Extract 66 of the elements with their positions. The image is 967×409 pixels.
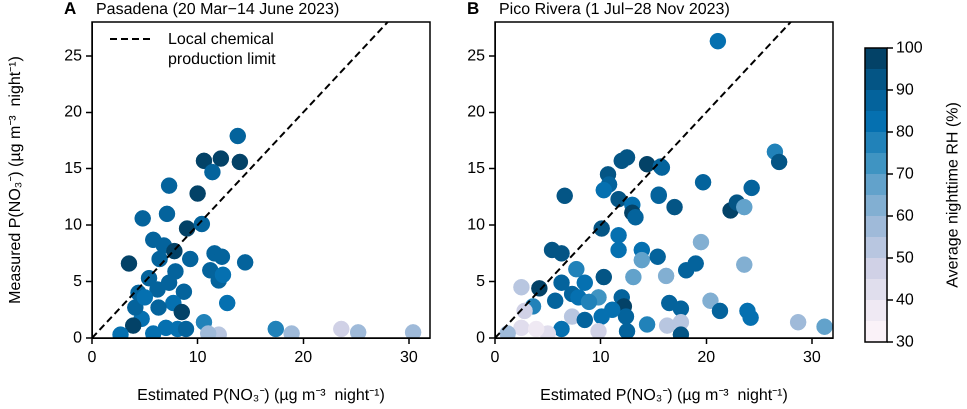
y-tick-label: 5 <box>73 272 82 290</box>
x-tick-label: 10 <box>592 349 610 366</box>
chart-title: Pico Rivera (1 Jul−28 Nov 2023) <box>499 1 730 18</box>
point <box>182 250 198 268</box>
point <box>218 294 236 312</box>
x-tick-label: 0 <box>88 349 97 366</box>
point <box>127 299 144 316</box>
x-axis-title: Estimated P(NO₃⁻) (µg m⁻³ night⁻¹) <box>540 386 788 404</box>
point <box>150 299 167 316</box>
point <box>196 152 212 170</box>
legend-label: Local chemical production limit <box>168 31 276 68</box>
y-tick-label: 10 <box>467 216 486 234</box>
y-tick-label: 25 <box>467 47 486 64</box>
point <box>160 274 178 291</box>
color-bar-label: 50 <box>896 249 914 266</box>
color-bar-label: 30 <box>896 333 914 350</box>
x-tick-label: 20 <box>697 349 716 366</box>
point <box>214 266 232 284</box>
x-tick-label: 30 <box>802 349 821 366</box>
y-tick-label: 0 <box>476 329 486 346</box>
point <box>120 255 138 272</box>
point <box>158 206 176 222</box>
y-axis-title: Measured P(NO₃⁻) (µg m⁻³ night⁻¹) <box>7 56 24 304</box>
y-tick-label: 5 <box>476 272 486 290</box>
point <box>333 320 350 338</box>
y-tick-label: 15 <box>64 160 82 178</box>
y-tick-label: 20 <box>467 104 486 121</box>
point <box>134 210 151 227</box>
y-tick-label: 25 <box>64 47 82 64</box>
y-tick-label: 10 <box>64 216 82 234</box>
chart-title: Pasadena (20 Mar−14 June 2023) <box>96 1 340 18</box>
text: B <box>467 0 480 18</box>
point <box>151 250 168 268</box>
point <box>268 320 284 338</box>
x-tick-label: 10 <box>188 349 207 366</box>
x-tick-label: 20 <box>294 349 312 366</box>
color-bar-label: 60 <box>896 207 914 224</box>
color-bar-label: 40 <box>896 291 914 308</box>
point <box>204 164 221 180</box>
point <box>212 150 230 167</box>
y-tick-label: 20 <box>64 104 82 121</box>
point <box>160 177 178 194</box>
text: A <box>64 0 76 18</box>
point <box>149 281 166 298</box>
point <box>194 216 210 232</box>
point <box>136 289 154 306</box>
x-tick-label: 0 <box>490 349 500 366</box>
y-tick-label: 0 <box>73 329 82 346</box>
point <box>230 128 246 144</box>
point <box>178 320 194 338</box>
x-axis-title: Estimated P(NO₃⁻) (µg m⁻³ night⁻¹) <box>137 386 385 404</box>
point <box>176 283 192 300</box>
point <box>236 254 254 271</box>
point <box>232 154 248 170</box>
point <box>214 248 230 265</box>
x-tick-label: 30 <box>400 349 418 366</box>
point <box>189 185 206 202</box>
color-bar-label: 90 <box>896 81 914 98</box>
color-bar-label: 80 <box>896 123 914 140</box>
color-bar-title: Average nighttime RH (%) <box>944 102 962 288</box>
color-bar-label: 70 <box>896 165 914 182</box>
point <box>174 304 190 320</box>
point <box>178 220 196 237</box>
color-bar-label: 100 <box>896 39 923 56</box>
y-tick-label: 15 <box>467 160 486 178</box>
point <box>124 317 142 334</box>
